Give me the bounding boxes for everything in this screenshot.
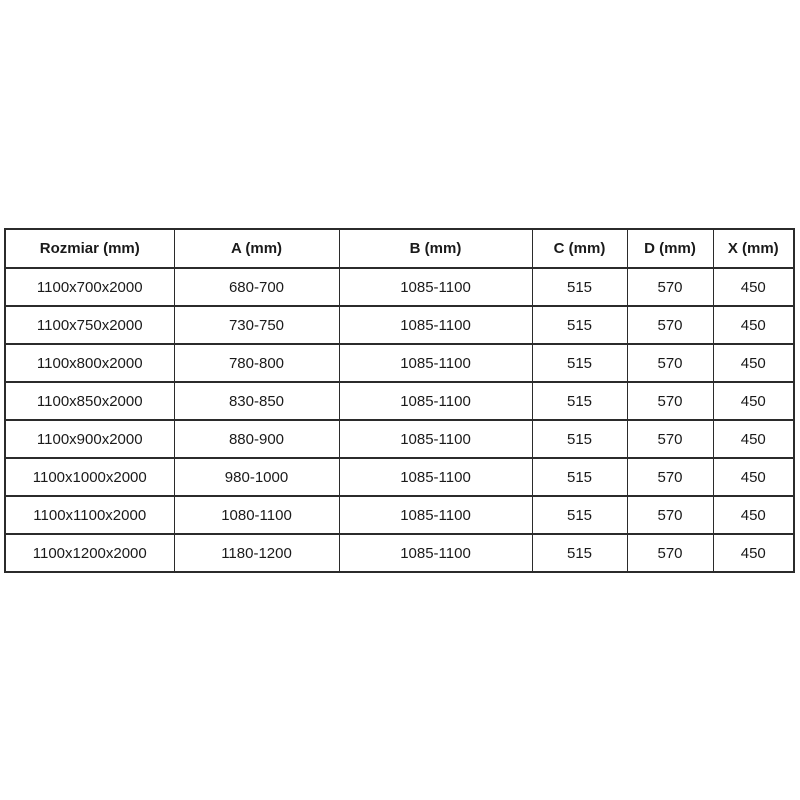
table-cell: 1100x1100x2000 [4,495,175,535]
table-cell: 570 [626,305,714,345]
column-header-c: C (mm) [531,228,628,269]
table-cell: 515 [531,343,628,383]
table-cell: 730-750 [173,305,340,345]
table-cell: 1180-1200 [173,533,340,573]
table-cell: 450 [712,267,795,307]
table-cell: 1100x750x2000 [4,305,175,345]
table-row: 1100x850x2000 830-850 1085-1100 515 570 … [4,381,795,421]
column-header-x: X (mm) [712,228,795,269]
table-cell: 570 [626,457,714,497]
table-row: 1100x1100x2000 1080-1100 1085-1100 515 5… [4,495,795,535]
column-header-a: A (mm) [173,228,340,269]
table-cell: 1100x700x2000 [4,267,175,307]
table-cell: 1085-1100 [338,533,533,573]
table-row: 1100x800x2000 780-800 1085-1100 515 570 … [4,343,795,383]
table-cell: 1100x1000x2000 [4,457,175,497]
table-cell: 1080-1100 [173,495,340,535]
table-cell: 515 [531,495,628,535]
table-cell: 1100x800x2000 [4,343,175,383]
table-cell: 1085-1100 [338,267,533,307]
table-cell: 780-800 [173,343,340,383]
table-cell: 450 [712,457,795,497]
table-cell: 450 [712,533,795,573]
table-cell: 1085-1100 [338,457,533,497]
table-cell: 570 [626,533,714,573]
table-cell: 515 [531,381,628,421]
table-cell: 570 [626,419,714,459]
table-cell: 570 [626,267,714,307]
table-cell: 515 [531,457,628,497]
table-cell: 450 [712,381,795,421]
table-cell: 1100x1200x2000 [4,533,175,573]
column-header-d: D (mm) [626,228,714,269]
table-cell: 570 [626,381,714,421]
table-cell: 830-850 [173,381,340,421]
table-row: 1100x700x2000 680-700 1085-1100 515 570 … [4,267,795,307]
table-cell: 1085-1100 [338,305,533,345]
table-cell: 1085-1100 [338,495,533,535]
table-cell: 450 [712,419,795,459]
column-header-rozmiar: Rozmiar (mm) [4,228,175,269]
table-cell: 880-900 [173,419,340,459]
table-row: 1100x1200x2000 1180-1200 1085-1100 515 5… [4,533,795,573]
table-cell: 570 [626,495,714,535]
table-row: 1100x750x2000 730-750 1085-1100 515 570 … [4,305,795,345]
table-cell: 1100x900x2000 [4,419,175,459]
table-cell: 515 [531,419,628,459]
table-cell: 1085-1100 [338,343,533,383]
table-cell: 570 [626,343,714,383]
table-cell: 515 [531,305,628,345]
table-cell: 515 [531,267,628,307]
dimensions-table: Rozmiar (mm) A (mm) B (mm) C (mm) D (mm)… [4,228,795,573]
table-cell: 450 [712,343,795,383]
table-cell: 450 [712,305,795,345]
table-cell: 450 [712,495,795,535]
table-cell: 980-1000 [173,457,340,497]
header-row: Rozmiar (mm) A (mm) B (mm) C (mm) D (mm)… [4,228,795,269]
column-header-b: B (mm) [338,228,533,269]
table-cell: 1100x850x2000 [4,381,175,421]
table-cell: 1085-1100 [338,381,533,421]
table-cell: 1085-1100 [338,419,533,459]
table-cell: 680-700 [173,267,340,307]
table-row: 1100x1000x2000 980-1000 1085-1100 515 57… [4,457,795,497]
table-cell: 515 [531,533,628,573]
table-row: 1100x900x2000 880-900 1085-1100 515 570 … [4,419,795,459]
